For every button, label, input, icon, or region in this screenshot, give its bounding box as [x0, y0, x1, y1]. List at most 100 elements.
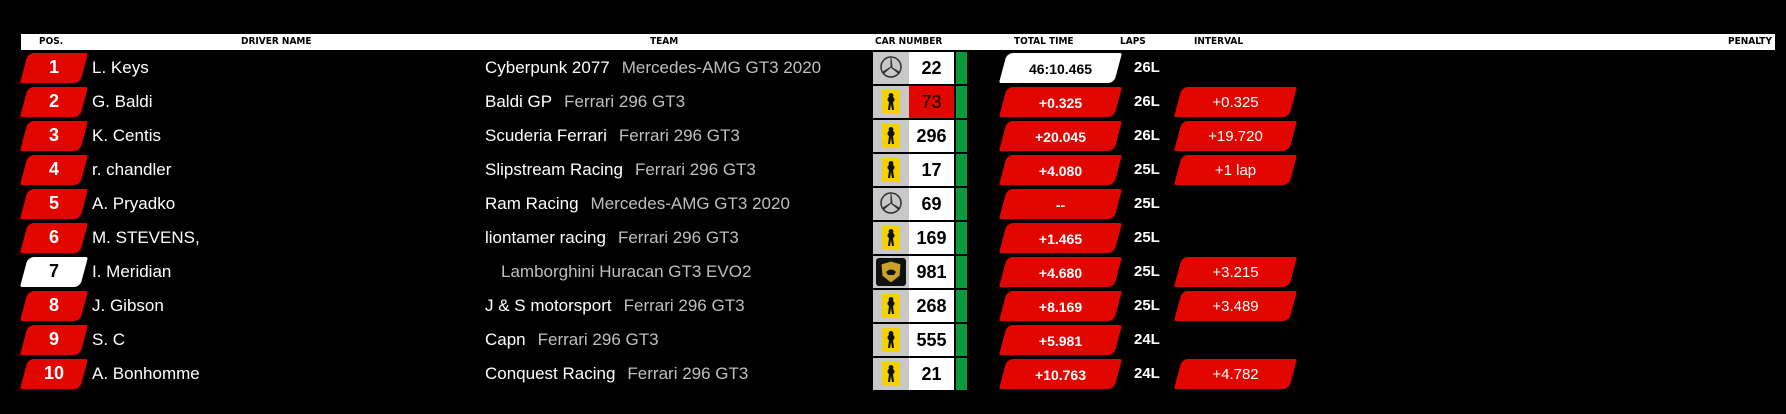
header-driver: DRIVER NAME — [241, 36, 312, 47]
table-row[interactable]: 7 I. Meridian Lamborghini Huracan GT3 EVO2… — [0, 255, 1786, 289]
driver-name: r. chandler — [92, 160, 172, 179]
position-number: 10 — [43, 363, 65, 383]
interval: +1 lap — [1214, 162, 1257, 179]
car-brand-logo — [873, 120, 909, 152]
team-cell: Scuderia Ferrari Ferrari 296 GT3 — [485, 119, 740, 153]
ferrari-icon — [882, 124, 900, 148]
laps: 25L — [1134, 195, 1160, 212]
table-row[interactable]: 5 A. Pryadko Ram Racing Mercedes-AMG GT3 20… — [0, 187, 1786, 221]
interval: +0.325 — [1212, 94, 1259, 111]
header-penalty: PENALTY — [1728, 36, 1772, 47]
team-name: J & S motorsport — [485, 296, 612, 315]
ferrari-icon — [882, 158, 900, 182]
laps: 25L — [1134, 263, 1160, 280]
laps: 24L — [1134, 331, 1160, 348]
lamborghini-icon — [876, 258, 906, 286]
car-number: 296 — [909, 120, 954, 152]
car-number: 555 — [909, 324, 954, 356]
interval: +3.215 — [1212, 264, 1259, 281]
car-brand-logo — [873, 324, 909, 356]
laps: 25L — [1134, 161, 1160, 178]
driver-name: J. Gibson — [92, 296, 164, 315]
status-flag — [956, 188, 967, 220]
car-brand-logo — [873, 222, 909, 254]
position-number: 8 — [48, 295, 59, 315]
total-time: -- — [1055, 197, 1066, 213]
ferrari-icon — [882, 90, 900, 114]
table-row[interactable]: 1 L. Keys Cyberpunk 2077 Mercedes-AMG GT3 2… — [0, 51, 1786, 85]
table-row[interactable]: 3 K. Centis Scuderia Ferrari Ferrari 296 GT… — [0, 119, 1786, 153]
car-number: 268 — [909, 290, 954, 322]
status-flag — [956, 290, 967, 322]
position-number: 5 — [48, 193, 59, 213]
position-number: 1 — [48, 57, 59, 77]
total-time: +0.325 — [1038, 95, 1083, 111]
header-team: TEAM — [650, 36, 679, 47]
team-cell: Capn Ferrari 296 GT3 — [485, 323, 659, 357]
position-number: 7 — [48, 261, 59, 281]
laps: 26L — [1134, 93, 1160, 110]
position-number: 2 — [48, 91, 59, 111]
status-flag — [956, 86, 967, 118]
driver-name: K. Centis — [92, 126, 161, 145]
car-brand-logo — [873, 290, 909, 322]
table-row[interactable]: 8 J. Gibson J & S motorsport Ferrari 296 GT… — [0, 289, 1786, 323]
team-cell: Ram Racing Mercedes-AMG GT3 2020 — [485, 187, 790, 221]
car-brand-logo — [873, 86, 909, 118]
driver-name: M. STEVENS, — [92, 228, 200, 247]
total-time: +5.981 — [1038, 333, 1083, 349]
team-name: Scuderia Ferrari — [485, 126, 607, 145]
car-brand-logo — [873, 358, 909, 390]
status-flag — [956, 256, 967, 288]
car-brand-logo — [873, 256, 909, 288]
mercedes-icon — [879, 191, 903, 215]
table-row[interactable]: 9 S. C Capn Ferrari 296 GT3 555 +5.981 24L — [0, 323, 1786, 357]
total-time: +8.169 — [1038, 299, 1083, 315]
position-number: 3 — [48, 125, 59, 145]
car-number: 169 — [909, 222, 954, 254]
car-brand-logo — [873, 188, 909, 220]
team-cell: J & S motorsport Ferrari 296 GT3 — [485, 289, 745, 323]
total-time: +1.465 — [1038, 231, 1083, 247]
status-flag — [956, 358, 967, 390]
table-row[interactable]: 10 A. Bonhomme Conquest Racing Ferrari 296 … — [0, 357, 1786, 391]
team-cell: Slipstream Racing Ferrari 296 GT3 — [485, 153, 756, 187]
status-flag — [956, 52, 967, 84]
car-model: Mercedes-AMG GT3 2020 — [621, 58, 822, 77]
car-model: Ferrari 296 GT3 — [617, 228, 739, 247]
driver-name: S. C — [92, 330, 126, 349]
ferrari-icon — [882, 294, 900, 318]
interval: +3.489 — [1212, 298, 1259, 315]
table-row[interactable]: 2 G. Baldi Baldi GP Ferrari 296 GT3 73 +0.325… — [0, 85, 1786, 119]
car-number: 73 — [909, 86, 954, 118]
team-cell: Baldi GP Ferrari 296 GT3 — [485, 85, 685, 119]
position-number: 9 — [48, 329, 59, 349]
driver-name: I. Meridian — [92, 262, 172, 281]
car-model: Ferrari 296 GT3 — [564, 92, 686, 111]
team-name: Cyberpunk 2077 — [485, 58, 610, 77]
header-total-time: TOTAL TIME — [1014, 36, 1074, 47]
team-cell: Cyberpunk 2077 Mercedes-AMG GT3 2020 — [485, 51, 821, 85]
car-number: 22 — [909, 52, 954, 84]
driver-name: G. Baldi — [92, 92, 153, 111]
total-time: 46:10.465 — [1028, 61, 1093, 77]
laps: 26L — [1134, 127, 1160, 144]
position-number: 6 — [48, 227, 59, 247]
total-time: +4.080 — [1038, 163, 1083, 179]
car-model: Lamborghini Huracan GT3 EVO2 — [501, 262, 752, 281]
car-number: 981 — [909, 256, 954, 288]
car-number: 21 — [909, 358, 954, 390]
car-model: Ferrari 296 GT3 — [618, 126, 740, 145]
header-interval: INTERVAL — [1194, 36, 1244, 47]
total-time: +4.680 — [1038, 265, 1083, 281]
header-pos: POS. — [39, 36, 64, 47]
table-row[interactable]: 4 r. chandler Slipstream Racing Ferrari 296… — [0, 153, 1786, 187]
team-cell: Lamborghini Huracan GT3 EVO2 — [501, 255, 751, 289]
car-model: Ferrari 296 GT3 — [634, 160, 756, 179]
ferrari-icon — [882, 328, 900, 352]
status-flag — [956, 324, 967, 356]
car-model: Ferrari 296 GT3 — [623, 296, 745, 315]
table-row[interactable]: 6 M. STEVENS, liontamer racing Ferrari 296 … — [0, 221, 1786, 255]
position-number: 4 — [48, 159, 59, 179]
laps: 24L — [1134, 365, 1160, 382]
